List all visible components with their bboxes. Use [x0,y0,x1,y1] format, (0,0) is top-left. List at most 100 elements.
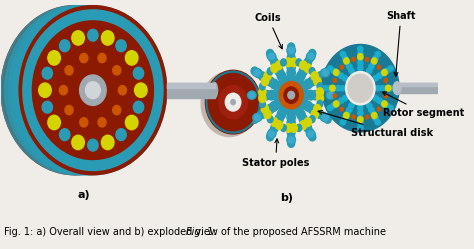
Ellipse shape [297,71,305,81]
Ellipse shape [287,73,295,83]
Ellipse shape [388,105,393,111]
Ellipse shape [113,66,121,75]
Ellipse shape [279,75,288,85]
Ellipse shape [330,91,337,99]
Ellipse shape [346,107,352,113]
Ellipse shape [259,110,266,119]
Ellipse shape [85,82,100,99]
Ellipse shape [335,71,340,76]
Ellipse shape [103,119,112,131]
Bar [167,83,215,88]
Ellipse shape [46,103,56,114]
Text: Fig. 1: a) Overall view and b) exploded view of the proposed AFSSRM machine: Fig. 1: a) Overall view and b) exploded … [4,227,386,238]
Ellipse shape [255,69,262,78]
Ellipse shape [300,61,307,70]
Ellipse shape [93,32,104,42]
Ellipse shape [340,86,345,91]
Ellipse shape [296,84,305,94]
Ellipse shape [317,100,323,108]
Ellipse shape [133,67,144,79]
Ellipse shape [375,86,381,91]
Ellipse shape [208,73,258,131]
Ellipse shape [342,56,348,61]
Ellipse shape [282,101,291,111]
Ellipse shape [275,61,283,70]
Ellipse shape [88,29,98,41]
Ellipse shape [369,78,375,83]
Ellipse shape [288,91,294,99]
Ellipse shape [279,105,288,115]
Ellipse shape [346,93,351,99]
Ellipse shape [294,75,303,85]
Ellipse shape [16,6,163,175]
Ellipse shape [309,50,316,58]
Ellipse shape [19,6,167,175]
Ellipse shape [381,71,386,76]
Ellipse shape [276,90,285,100]
Ellipse shape [267,68,273,75]
Ellipse shape [300,121,307,129]
Ellipse shape [307,52,315,61]
Ellipse shape [384,94,388,98]
Ellipse shape [273,119,281,128]
Ellipse shape [346,64,352,69]
Ellipse shape [109,119,118,131]
Ellipse shape [266,77,274,86]
Ellipse shape [61,131,70,142]
Ellipse shape [287,118,295,127]
Ellipse shape [212,83,218,98]
Ellipse shape [253,69,262,77]
Ellipse shape [333,78,337,82]
Ellipse shape [357,101,363,106]
Ellipse shape [60,116,65,123]
Ellipse shape [266,104,274,114]
Ellipse shape [384,68,390,73]
Ellipse shape [254,91,262,100]
Ellipse shape [336,86,341,91]
Ellipse shape [334,101,339,107]
Ellipse shape [272,90,281,100]
Ellipse shape [316,88,324,97]
Ellipse shape [357,46,363,52]
Ellipse shape [346,78,351,83]
Ellipse shape [59,86,67,95]
Ellipse shape [377,98,382,103]
Ellipse shape [344,58,349,64]
Ellipse shape [270,102,278,111]
Ellipse shape [304,79,312,89]
Ellipse shape [342,96,347,101]
Ellipse shape [311,91,319,100]
Ellipse shape [392,86,398,91]
Ellipse shape [309,133,316,141]
Ellipse shape [263,107,270,116]
Ellipse shape [46,67,56,77]
Ellipse shape [39,83,51,97]
Ellipse shape [111,84,120,96]
Ellipse shape [372,112,377,119]
Ellipse shape [113,51,124,60]
Ellipse shape [314,77,321,86]
Ellipse shape [274,82,283,92]
Ellipse shape [377,65,381,69]
Ellipse shape [267,52,276,61]
Ellipse shape [340,120,346,125]
Ellipse shape [324,67,331,75]
Ellipse shape [310,68,315,75]
Ellipse shape [328,105,333,111]
Ellipse shape [382,69,387,75]
Text: Coils: Coils [255,12,283,49]
Ellipse shape [277,110,285,119]
Ellipse shape [325,91,332,99]
Ellipse shape [308,53,314,59]
Ellipse shape [342,75,347,81]
Ellipse shape [369,107,374,113]
Ellipse shape [357,120,363,125]
Ellipse shape [334,69,339,75]
Text: Stator poles: Stator poles [242,139,309,168]
Ellipse shape [126,115,138,130]
Ellipse shape [271,124,278,132]
Ellipse shape [351,72,356,78]
Ellipse shape [385,85,391,91]
Ellipse shape [384,103,390,108]
Ellipse shape [5,6,152,175]
